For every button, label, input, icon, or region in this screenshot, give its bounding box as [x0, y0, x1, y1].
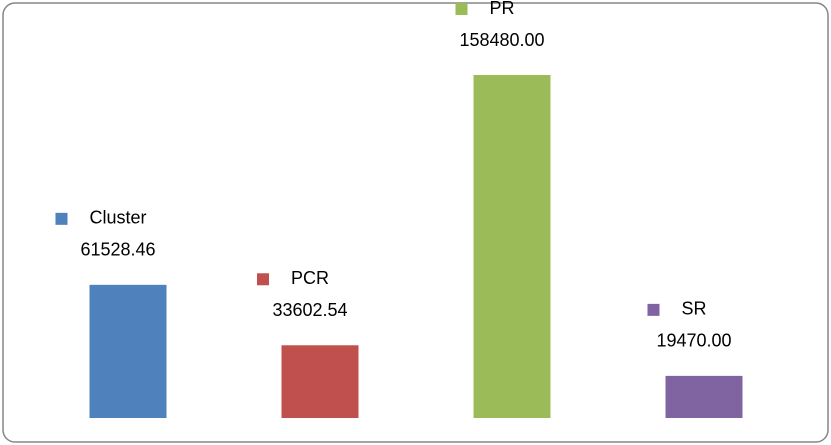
legend-swatch	[256, 273, 269, 286]
legend-swatch	[55, 212, 68, 225]
legend-swatch	[647, 303, 660, 316]
legend-label: Cluster	[89, 208, 146, 228]
bar	[473, 75, 551, 418]
legend-label: SR	[681, 299, 706, 319]
bar	[281, 345, 359, 418]
data-label: 158480.00	[459, 30, 544, 50]
bar	[89, 284, 167, 418]
legend-label: PCR	[291, 268, 329, 288]
data-label: 19470.00	[656, 331, 731, 351]
bar	[665, 375, 743, 418]
data-label: 61528.46	[80, 240, 155, 260]
legend-label: PR	[489, 0, 514, 18]
legend-swatch	[455, 3, 468, 15]
data-label: 33602.54	[272, 300, 347, 320]
